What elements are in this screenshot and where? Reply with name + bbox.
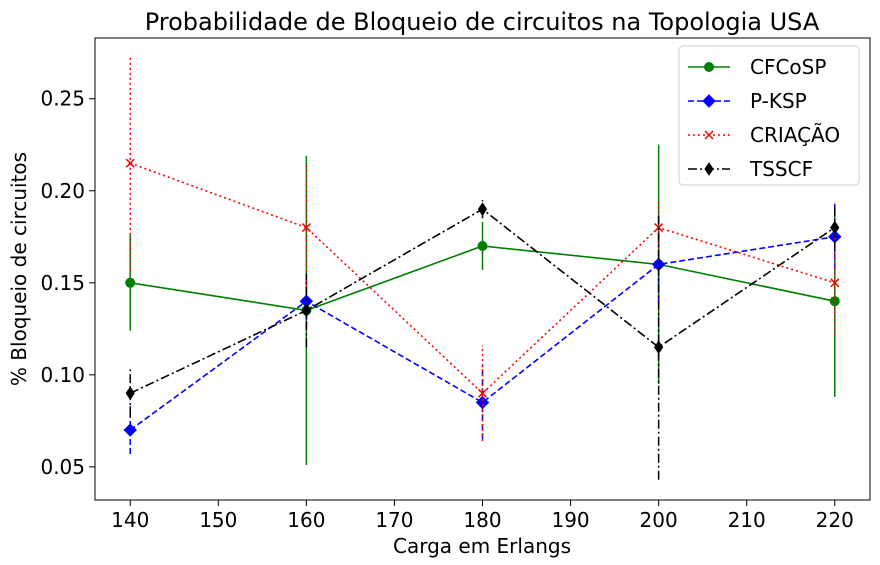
- data-point: [301, 303, 311, 318]
- x-tick-label: 140: [111, 508, 149, 532]
- legend-marker: [702, 94, 716, 108]
- series-line: [129, 162, 836, 395]
- x-tick-label: 190: [551, 508, 589, 532]
- data-point-stroke: [654, 223, 664, 233]
- y-axis-label: % Bloqueio de circuitos: [7, 152, 31, 386]
- series-line: [129, 235, 835, 431]
- data-point-stroke: [125, 158, 135, 168]
- y-tick-label: 0.15: [40, 271, 85, 295]
- data-point: [477, 202, 488, 217]
- data-point: [477, 388, 488, 398]
- data-point: [830, 278, 840, 288]
- y-tick-label: 0.25: [40, 87, 85, 111]
- data-point-stroke: [477, 388, 488, 398]
- chart-title: Probabilidade de Bloqueio de circuitos n…: [145, 8, 820, 36]
- y-axis: 0.05 0.10 0.15 0.20 0.25: [40, 87, 95, 479]
- data-point: [829, 296, 840, 307]
- x-tick-label: 160: [287, 508, 325, 532]
- data-point: [654, 340, 664, 355]
- data-point: [475, 395, 490, 410]
- legend-marker-stroke: [704, 130, 714, 140]
- data-point: [477, 240, 488, 251]
- data-point: [830, 220, 840, 235]
- legend-box: [678, 45, 860, 186]
- data-point: [125, 158, 135, 168]
- x-axis: 140 150 160 170 180 190 200 210 220: [111, 500, 854, 532]
- data-point: [301, 223, 311, 233]
- data-point: [125, 277, 136, 288]
- y-tick-label: 0.05: [40, 455, 85, 479]
- data-point-stroke: [301, 223, 311, 233]
- y-tick-label: 0.10: [40, 363, 85, 387]
- x-axis-label: Carga em Erlangs: [393, 534, 571, 558]
- x-tick-label: 220: [816, 508, 854, 532]
- legend-label: P-KSP: [750, 89, 807, 113]
- legend-marker: [704, 130, 714, 140]
- data-point: [654, 223, 664, 233]
- x-tick-label: 180: [463, 508, 501, 532]
- data-point: [125, 386, 135, 401]
- legend-label: TSSCF: [749, 157, 813, 181]
- x-tick-label: 210: [728, 508, 766, 532]
- legend-label: CRIAÇÃO: [750, 123, 840, 147]
- x-tick-label: 170: [375, 508, 413, 532]
- data-point-stroke: [830, 278, 840, 288]
- x-tick-label: 200: [640, 508, 678, 532]
- y-tick-label: 0.20: [40, 179, 85, 203]
- legend-label: CFCoSP: [750, 55, 826, 79]
- legend: CFCoSP P-KSP CRIAÇÃO TSSCF: [678, 45, 860, 186]
- x-tick-label: 150: [199, 508, 237, 532]
- series-tsscf: [125, 199, 840, 480]
- legend-marker: [704, 162, 714, 176]
- series-layer: [123, 56, 842, 480]
- legend-marker: [704, 62, 714, 72]
- data-point: [123, 423, 137, 437]
